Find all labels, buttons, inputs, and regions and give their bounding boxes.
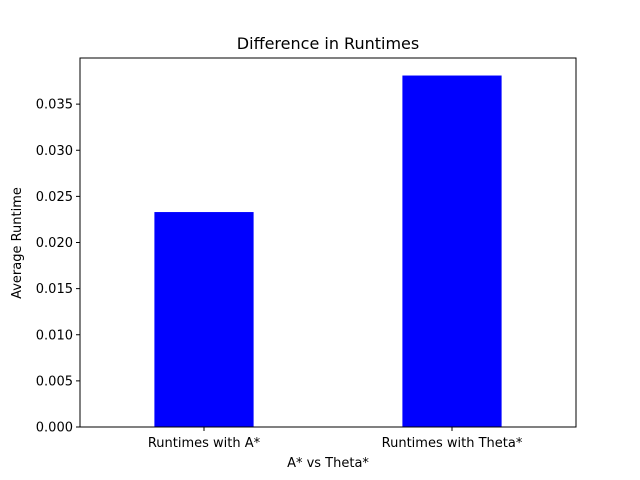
y-axis-label: Average Runtime — [10, 187, 25, 299]
y-tick-label-3: 0.015 — [36, 282, 73, 297]
y-tick-label-6: 0.030 — [36, 144, 73, 159]
x-tick-label-1: Runtimes with Theta* — [382, 436, 523, 451]
y-tick-label-0: 0.000 — [36, 421, 73, 436]
y-tick-label-7: 0.035 — [36, 98, 73, 113]
x-tick-label-0: Runtimes with A* — [148, 436, 261, 451]
y-tick-label-5: 0.025 — [36, 190, 73, 205]
bar-0 — [154, 212, 254, 427]
chart-title: Difference in Runtimes — [237, 34, 419, 53]
plot-area — [154, 75, 502, 427]
y-tick-label-1: 0.005 — [36, 374, 73, 389]
x-axis: Runtimes with A* Runtimes with Theta* — [148, 427, 523, 451]
y-tick-label-2: 0.010 — [36, 328, 73, 343]
y-axis: 0.000 0.005 0.010 0.015 0.020 0.025 0.030 0.035 — [36, 98, 80, 436]
axes-frame — [79, 57, 577, 428]
y-tick-label-4: 0.020 — [36, 236, 73, 251]
bar-1 — [402, 75, 502, 427]
x-axis-label: A* vs Theta* — [287, 456, 369, 471]
